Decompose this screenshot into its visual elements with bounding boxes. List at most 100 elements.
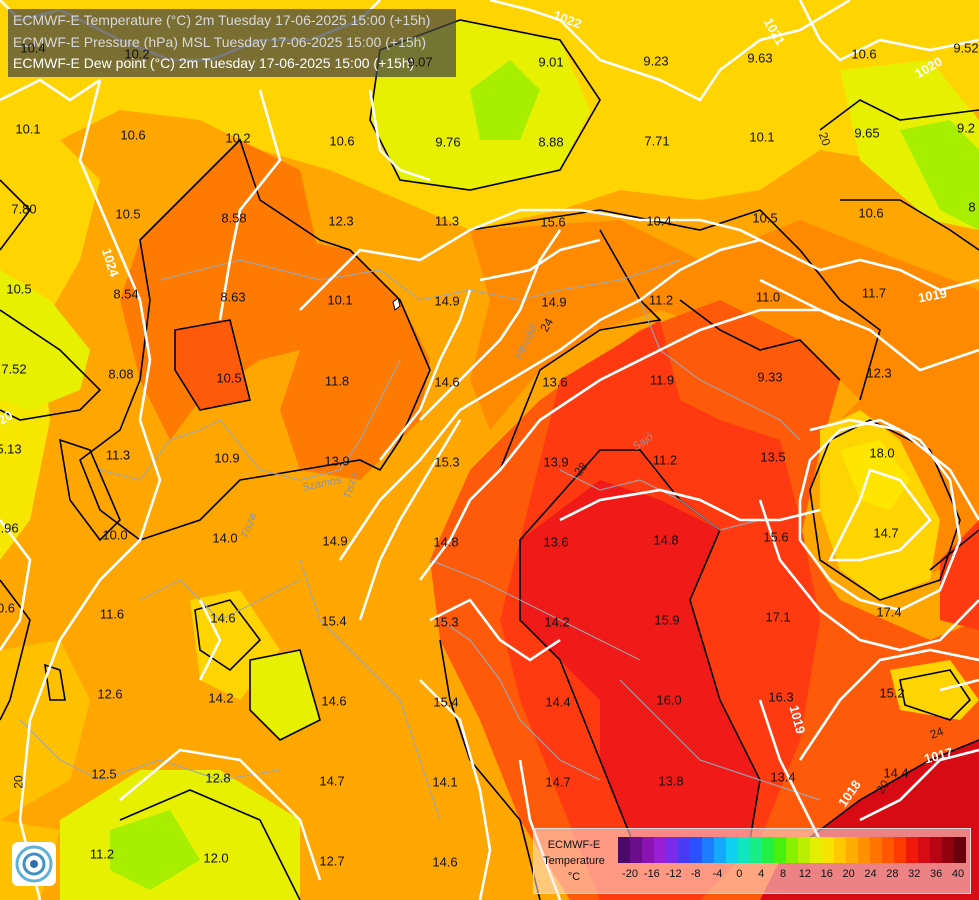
- dewpoint-value: 13.6: [543, 534, 569, 550]
- legend-tick-label: 20: [842, 868, 855, 880]
- legend-tick-label: 24: [864, 868, 877, 880]
- legend-tick-label: 4: [758, 868, 765, 880]
- dewpoint-value: 10.9: [214, 450, 240, 466]
- isotherm-label: 20: [11, 775, 26, 789]
- dewpoint-value: 11.8: [324, 373, 350, 389]
- dewpoint-value: 10.5: [752, 210, 778, 226]
- dewpoint-value: 13.4: [770, 769, 796, 785]
- legend-tick-label: 12: [798, 868, 812, 880]
- legend-title-model: ECMWF-E: [547, 839, 601, 851]
- dewpoint-value: 14.9: [541, 294, 567, 310]
- dewpoint-value: 14.8: [653, 532, 679, 548]
- title-temperature: ECMWF-E Temperature (°C) 2m Tuesday 17-0…: [13, 12, 431, 28]
- dewpoint-value: 9.01: [538, 54, 564, 70]
- dewpoint-value: 11.3: [105, 447, 131, 463]
- legend-swatch: [834, 837, 847, 863]
- legend-swatch: [930, 837, 943, 863]
- dewpoint-value: 10.2: [225, 130, 251, 146]
- dewpoint-value: 14.9: [322, 533, 348, 549]
- dewpoint-value: 11.7: [861, 285, 887, 301]
- legend-swatch: [798, 837, 811, 863]
- title-dewpoint: ECMWF-E Dew point (°C) 2m Tuesday 17-06-…: [13, 55, 415, 71]
- dewpoint-value: 10.1: [749, 129, 775, 145]
- legend-tick-label: 8: [780, 868, 787, 880]
- dewpoint-value: 12.5: [91, 766, 117, 782]
- legend-swatch: [846, 837, 859, 863]
- legend-swatch: [654, 837, 667, 863]
- dewpoint-value: 12.3: [866, 365, 892, 381]
- dewpoint-value: 16.0: [656, 692, 682, 708]
- legend-unit: °C: [567, 871, 581, 883]
- legend-swatch: [714, 837, 727, 863]
- dewpoint-value: 10.1: [15, 121, 41, 137]
- dewpoint-value: 9.76: [435, 134, 461, 150]
- dewpoint-value: 9.23: [643, 53, 669, 69]
- dewpoint-value: 10.6: [851, 46, 877, 62]
- dewpoint-value: 18.0: [869, 445, 895, 461]
- dewpoint-value: 11.0: [755, 289, 781, 305]
- dewpoint-value: 6.96: [0, 520, 19, 536]
- dewpoint-value: 15.6: [540, 214, 566, 230]
- legend-swatch: [870, 837, 883, 863]
- dewpoint-value: 9.33: [757, 369, 783, 385]
- dewpoint-value: 15.9: [654, 612, 680, 628]
- title-panel: [8, 9, 456, 77]
- dewpoint-value: 13.5: [760, 449, 786, 465]
- dewpoint-value: 10.2: [124, 46, 150, 62]
- dewpoint-value: 12.7: [319, 853, 345, 869]
- dewpoint-value: 11.6: [99, 606, 125, 622]
- dewpoint-value: 9.63: [747, 50, 773, 66]
- dewpoint-value: 10.4: [20, 40, 46, 56]
- legend-swatch: [666, 837, 679, 863]
- dewpoint-value: 17.4: [876, 604, 902, 620]
- legend-swatch: [858, 837, 871, 863]
- legend-tick-label: 16: [820, 868, 833, 880]
- dewpoint-value: 13.9: [324, 453, 350, 469]
- legend-swatch: [774, 837, 787, 863]
- dewpoint-value: 10.5: [115, 206, 141, 222]
- dewpoint-value: 14.9: [434, 293, 460, 309]
- legend-swatch: [702, 837, 715, 863]
- dewpoint-value: 10.6: [858, 205, 884, 221]
- legend-swatch: [918, 837, 931, 863]
- legend-tick-label: -20: [622, 868, 638, 880]
- legend-swatch: [750, 837, 763, 863]
- dewpoint-value: 14.2: [544, 614, 570, 630]
- dewpoint-value: 14.6: [434, 374, 460, 390]
- legend-swatch: [786, 837, 799, 863]
- legend-swatch: [942, 837, 955, 863]
- dewpoint-value: 13.8: [658, 773, 684, 789]
- legend-tick-label: 40: [951, 868, 965, 880]
- dewpoint-value: 14.0: [212, 530, 238, 546]
- dewpoint-value: 10.4: [646, 213, 672, 229]
- dewpoint-value: 8.54: [113, 286, 139, 302]
- dewpoint-value: 8.58: [221, 210, 247, 226]
- dewpoint-value: 10.6: [120, 127, 146, 143]
- dewpoint-value: 8.88: [538, 134, 564, 150]
- dewpoint-value: 8.63: [220, 289, 246, 305]
- dewpoint-value: 11.3: [434, 213, 460, 229]
- dewpoint-value: 12.6: [97, 686, 123, 702]
- dewpoint-value: 7.80: [11, 201, 37, 217]
- dewpoint-value: 15.3: [434, 454, 460, 470]
- dewpoint-value: 7.52: [1, 361, 27, 377]
- dewpoint-value: 9.07: [407, 54, 433, 70]
- dewpoint-value: 11.2: [648, 292, 674, 308]
- legend-swatch: [954, 837, 966, 863]
- dewpoint-value: 14.6: [432, 854, 458, 870]
- dewpoint-value: 14.2: [208, 690, 234, 706]
- color-legend: ECMWF-E Temperature °C -20 -16 -12 -8 -4 0 4 8 1…: [533, 828, 971, 894]
- legend-tick-label: -4: [712, 868, 723, 880]
- dewpoint-value: 15.4: [433, 694, 459, 710]
- dewpoint-value: 8.08: [108, 366, 134, 382]
- dewpoint-value: 8: [968, 199, 976, 215]
- dewpoint-value: 12.8: [205, 770, 231, 786]
- dewpoint-value: 13.9: [543, 454, 569, 470]
- dewpoint-value: 14.4: [545, 694, 571, 710]
- dewpoint-value: 0.6: [0, 600, 16, 616]
- dewpoint-value: 14.6: [210, 610, 236, 626]
- legend-swatch: [906, 837, 919, 863]
- dewpoint-value: 14.6: [321, 693, 347, 709]
- dewpoint-value: 12.0: [203, 850, 229, 866]
- legend-title-variable: Temperature: [543, 855, 605, 867]
